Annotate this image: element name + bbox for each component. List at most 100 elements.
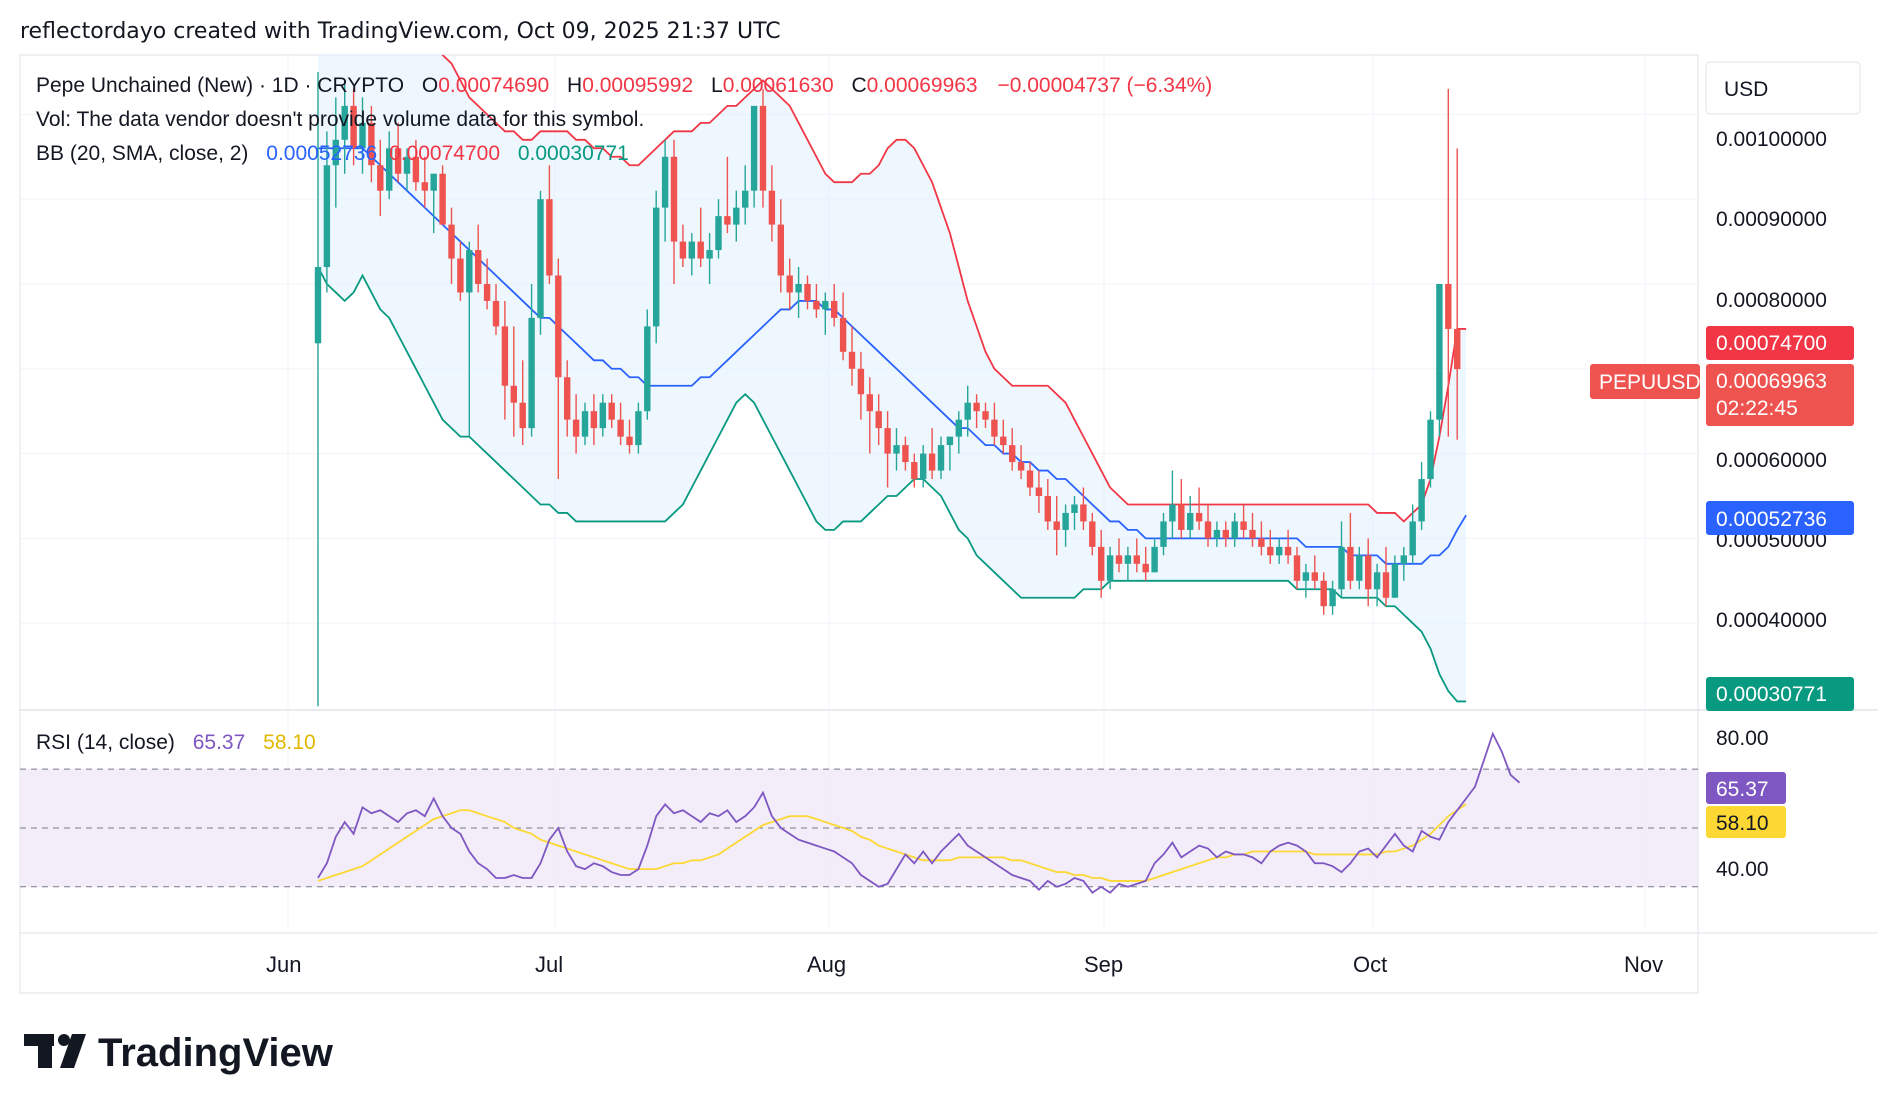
candle-body <box>501 326 509 386</box>
candle-body <box>635 411 642 446</box>
bb-basis-badge-text: 0.00052736 <box>1716 508 1827 531</box>
bb-fill <box>318 55 1467 702</box>
candle-body <box>964 402 971 420</box>
rsi-tick-40: 40.00 <box>1716 858 1769 881</box>
countdown-text: 02:22:45 <box>1716 397 1798 420</box>
candle-body <box>581 411 589 437</box>
candle-body <box>804 283 811 301</box>
candle-body <box>1035 487 1043 496</box>
candle-body <box>1195 512 1203 522</box>
candle-body <box>1089 521 1096 547</box>
candle-body <box>1044 495 1051 522</box>
candle-body <box>688 241 695 259</box>
legend-bb-lower: 0.00030771 <box>518 142 629 165</box>
candle-body <box>715 216 722 251</box>
candle-body <box>617 419 624 437</box>
bb-lower-badge-text: 0.00030771 <box>1716 683 1827 706</box>
rsi-line <box>317 731 1521 894</box>
time-label-nov: Nov <box>1624 952 1663 977</box>
candle-body <box>510 385 517 403</box>
candle-body <box>946 436 954 446</box>
legend-low-label: L <box>711 74 723 97</box>
candle-body <box>314 267 322 344</box>
candle-body <box>1284 546 1292 556</box>
candle-body <box>733 207 740 225</box>
candle-body <box>1258 538 1265 547</box>
svg-text:BB (20, SMA, close, 2) 0: BB (20, SMA, close, 2) 0.00052736 0.0007… <box>36 142 629 165</box>
candle-body <box>350 105 357 149</box>
bb-basis-line <box>318 147 1467 565</box>
candle-body <box>697 241 704 259</box>
candle-body <box>1133 555 1140 564</box>
candle-body <box>430 173 437 191</box>
candle-body <box>421 182 428 191</box>
candle-body <box>1320 580 1327 607</box>
candle-body <box>1106 555 1114 581</box>
legend-close-label: C <box>851 74 866 97</box>
candle-body <box>466 250 473 293</box>
candle-body <box>394 148 402 174</box>
candle-body <box>1071 504 1078 513</box>
candle-body <box>920 453 927 480</box>
time-label-aug: Aug <box>807 952 846 977</box>
tv-logo-text: TradingView <box>98 1031 334 1075</box>
candle-body <box>412 156 420 183</box>
legend-volume-note: Vol: The data vendor doesn't provide vol… <box>36 108 644 131</box>
candle-body <box>492 300 500 327</box>
candle-body <box>724 216 731 225</box>
candle-body <box>564 377 571 420</box>
candle-body <box>608 402 615 420</box>
candle-body <box>759 105 767 191</box>
legend-bb-basis: 0.00052736 <box>266 142 377 165</box>
legend-rsi-label: RSI (14, close) <box>36 731 175 754</box>
candle-body <box>902 445 909 463</box>
header-attribution: reflectordayo created with TradingView.c… <box>20 19 781 44</box>
legend-high-label: H <box>567 74 582 97</box>
legend-rsi-ma: 58.10 <box>263 731 316 754</box>
candle-body <box>1311 572 1318 581</box>
last-price-badge <box>1706 364 1854 426</box>
candle-body <box>706 250 713 259</box>
time-label-jun: Jun <box>266 952 301 977</box>
candle-body <box>884 428 891 454</box>
candle-body <box>1356 555 1363 581</box>
candle-body <box>1409 521 1416 556</box>
candle-body <box>955 419 962 437</box>
candle-body <box>1338 546 1345 590</box>
legend-bb-label: BB (20, SMA, close, 2) <box>36 142 248 165</box>
rsi-value-badge <box>1706 772 1786 804</box>
candle-body <box>1302 572 1310 581</box>
bollinger-bands <box>317 55 1467 703</box>
candle-body <box>1418 479 1425 522</box>
price-tick-3: 0.00060000 <box>1716 449 1827 472</box>
rsi-pane <box>20 731 1698 894</box>
currency-button[interactable] <box>1705 61 1861 115</box>
symbol-badge-text: PEPUUSD <box>1599 371 1701 394</box>
candle-body <box>519 402 526 429</box>
candles <box>314 71 1461 707</box>
candle-body <box>403 156 411 174</box>
svg-text:RSI (14, close) 65.37: RSI (14, close) 65.37 58.10 <box>36 731 316 754</box>
bb-lower-badge <box>1706 677 1854 711</box>
candle-body <box>973 402 980 412</box>
candle-body <box>848 351 856 369</box>
candle-body <box>1169 504 1176 522</box>
candle-body <box>653 207 660 327</box>
candle-body <box>1017 462 1025 471</box>
candle-body <box>359 122 366 149</box>
candle-body <box>1365 555 1372 590</box>
legend-open-label: O <box>422 74 438 97</box>
legend-low-value: 0.00061630 <box>723 74 834 97</box>
candle-body <box>1062 512 1069 530</box>
candle-body <box>1080 504 1087 522</box>
candle-body <box>1115 555 1123 564</box>
candle-body <box>332 139 339 166</box>
candle-body <box>1276 546 1283 556</box>
candle-body <box>857 368 865 395</box>
tradingview-logo[interactable]: TradingView <box>24 1031 334 1075</box>
time-label-jul: Jul <box>535 952 563 977</box>
tv-logo-icon <box>24 1034 86 1068</box>
candle-body <box>1347 546 1354 581</box>
candle-body <box>1026 470 1034 488</box>
